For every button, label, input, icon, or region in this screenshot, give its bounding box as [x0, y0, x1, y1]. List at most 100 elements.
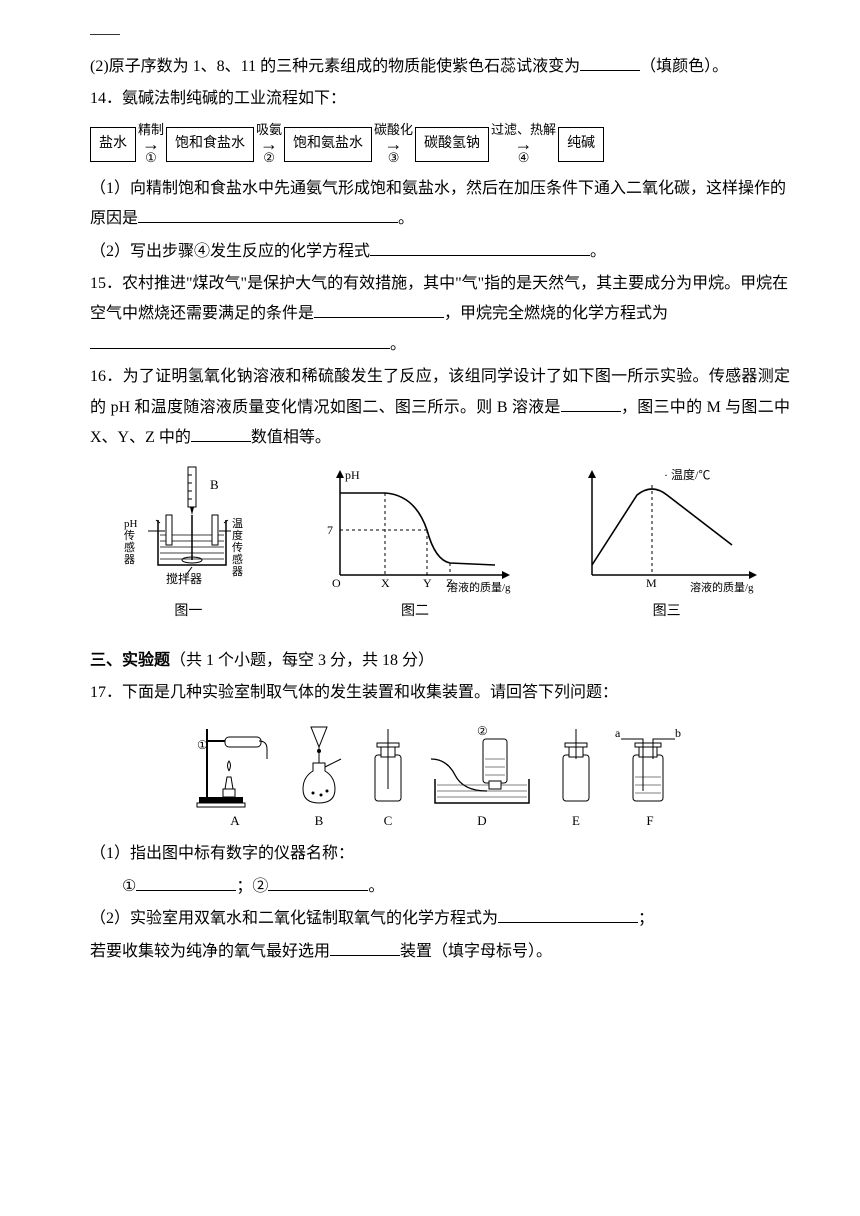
figure-3: · 温度/℃ 溶液的质量/g M 图三	[572, 465, 762, 626]
circled-2: ②	[477, 724, 488, 738]
apparatus-a: ① A	[195, 719, 275, 834]
label-1: ①	[122, 878, 136, 895]
xlabel: 溶液的质量/g	[690, 580, 754, 594]
apparatus-b-icon	[289, 719, 349, 809]
q15-blank2[interactable]	[90, 332, 390, 349]
semicolon: ；	[638, 910, 654, 927]
q14-p2: （2）写出步骤④发生反应的化学方程式 。	[90, 237, 790, 267]
label-ph: pH	[124, 518, 138, 530]
q14-stem: 14．氨碱法制纯碱的工业流程如下：	[90, 84, 790, 114]
figure-1: B pH 传 感 器 温 度 传 感 器	[118, 465, 258, 626]
svg-text:感: 感	[232, 553, 243, 566]
flow-arrow-3: 过滤、热解 → ④	[491, 123, 556, 166]
apparatus-diagram-icon: B pH 传 感 器 温 度 传 感 器	[118, 465, 258, 595]
q16-text3: 数值相等。	[251, 429, 331, 446]
flow-arrow-0: 精制 → ①	[138, 123, 164, 166]
tick-x: X	[381, 576, 390, 590]
apparatus-label: F	[646, 809, 653, 834]
section-title: 三、实验题	[90, 652, 170, 669]
flow-arrow-1: 吸氨 → ②	[256, 123, 282, 166]
q16: 16．为了证明氢氧化钠溶液和稀硫酸发生了反应，该组同学设计了如下图一所示实验。传…	[90, 362, 790, 453]
arrow-icon: →	[260, 137, 278, 151]
q17-blank-eq[interactable]	[498, 906, 638, 923]
svg-text:传: 传	[124, 529, 135, 542]
period: 。	[390, 336, 406, 353]
apparatus-b: B	[289, 719, 349, 834]
ylabel: · 温度/℃	[664, 467, 710, 482]
q13-text: (2)原子序数为 1、8、11 的三种元素组成的物质能使紫色石蕊试液变为	[90, 58, 580, 75]
fig2-caption: 图二	[401, 599, 429, 626]
q14-p1: （1）向精制饱和食盐水中先通氨气形成饱和氨盐水，然后在加压条件下通入二氧化碳，这…	[90, 174, 790, 235]
period: 。	[368, 878, 384, 895]
svg-text:器: 器	[124, 553, 135, 566]
q15: 15．农村推进"煤改气"是保护大气的有效措施，其中"气"指的是天然气，其主要成分…	[90, 269, 790, 360]
flow-node-2: 饱和氨盐水	[284, 127, 372, 162]
q17-p1-blanks: ① ；② 。	[90, 872, 790, 902]
tick-y: Y	[423, 576, 432, 590]
q17-p1: （1）指出图中标有数字的仪器名称：	[90, 839, 790, 869]
q16-figures: B pH 传 感 器 温 度 传 感 器	[90, 465, 790, 626]
q17-stem: 17．下面是几种实验室制取气体的发生装置和收集装置。请回答下列问题：	[90, 678, 790, 708]
apparatus-c-icon	[363, 719, 413, 809]
tick-o: O	[332, 576, 341, 590]
flow-node-3: 碳酸氢钠	[415, 127, 489, 162]
q15-blank1[interactable]	[314, 301, 444, 318]
arrow-icon: →	[385, 137, 403, 151]
svg-text:感: 感	[124, 541, 135, 554]
apparatus-f-icon: a b	[615, 719, 685, 809]
flow-node-0: 盐水	[90, 127, 136, 162]
label-b: B	[210, 477, 219, 492]
q14-p2-text: （2）写出步骤④发生反应的化学方程式	[90, 243, 370, 260]
q17-p2: （2）实验室用双氧水和二氧化锰制取氧气的化学方程式为；	[90, 904, 790, 934]
svg-text:传: 传	[232, 541, 243, 554]
label-b: b	[675, 726, 681, 740]
label-temp: 温	[232, 517, 243, 530]
svg-text:器: 器	[232, 565, 243, 578]
arrow-sublabel: ④	[518, 151, 530, 165]
q17-blank-2[interactable]	[268, 874, 368, 891]
q13-hint: （填颜色）。	[640, 58, 728, 75]
figure-2: pH 溶液的质量/g 7 O X Y Z 图二	[315, 465, 515, 626]
period: 。	[398, 210, 414, 227]
apparatus-label: B	[315, 809, 324, 834]
arrow-sublabel: ①	[145, 151, 157, 165]
arrow-icon: →	[142, 137, 160, 151]
apparatus-label: D	[477, 809, 486, 834]
q14-blank1[interactable]	[138, 206, 398, 223]
apparatus-label: A	[230, 809, 239, 834]
fig1-caption: 图一	[174, 599, 202, 626]
q17-p2d-text: 装置（填字母标号）。	[400, 943, 552, 960]
svg-text:度: 度	[232, 528, 243, 542]
ylabel: pH	[345, 468, 360, 482]
tick-z: Z	[446, 576, 453, 590]
q17-p2c-text: 若要收集较为纯净的氧气最好选用	[90, 943, 330, 960]
apparatus-c: C	[363, 719, 413, 834]
ph-chart-icon: pH 溶液的质量/g 7 O X Y Z	[315, 465, 515, 595]
q17-blank-device[interactable]	[330, 939, 400, 956]
section-3-header: 三、实验题（共 1 个小题，每空 3 分，共 18 分）	[90, 646, 790, 676]
q17-blank-1[interactable]	[136, 874, 236, 891]
tick-7: 7	[327, 523, 333, 537]
fig3-caption: 图三	[653, 599, 681, 626]
flow-node-4: 纯碱	[558, 127, 604, 162]
q16-blank1[interactable]	[561, 395, 621, 412]
q16-blank2[interactable]	[191, 425, 251, 442]
q14-flowchart: 盐水 精制 → ① 饱和食盐水 吸氨 → ② 饱和氨盐水 碳酸化 → ③ 碳酸氢…	[90, 123, 790, 166]
label-a: a	[615, 726, 621, 740]
apparatus-e-icon	[551, 719, 601, 809]
apparatus-d-icon: ②	[427, 719, 537, 809]
apparatus-label: E	[572, 809, 580, 834]
flow-node-1: 饱和食盐水	[166, 127, 254, 162]
xlabel: 溶液的质量/g	[447, 580, 511, 594]
q13-blank[interactable]	[580, 54, 640, 71]
label-stirrer: 搅拌器	[166, 571, 202, 586]
temp-chart-icon: · 温度/℃ 溶液的质量/g M	[572, 465, 762, 595]
q14-blank2[interactable]	[370, 239, 590, 256]
arrow-sublabel: ②	[263, 151, 275, 165]
label-2: ；②	[236, 878, 268, 895]
circled-1: ①	[197, 738, 208, 752]
apparatus-f: a b F	[615, 719, 685, 834]
apparatus-a-icon: ①	[195, 719, 275, 809]
period: 。	[590, 243, 606, 260]
arrow-sublabel: ③	[388, 151, 400, 165]
